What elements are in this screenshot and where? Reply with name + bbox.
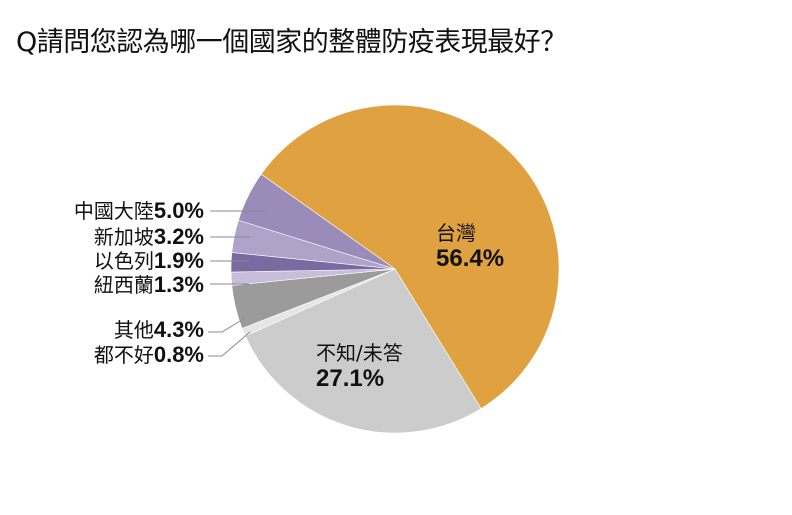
- leader-lines: [208, 210, 265, 357]
- pie-slice: [238, 173, 396, 270]
- chart-title: Q請問您認為哪一個國家的整體防疫表現最好？: [16, 27, 567, 58]
- pie-slices: [230, 104, 560, 434]
- label-singapore: 新加坡3.2%: [93, 224, 204, 250]
- label-none-good: 都不好0.8%: [93, 342, 204, 368]
- label-china: 中國大陸5.0%: [73, 198, 204, 224]
- label-other: 其他4.3%: [113, 317, 204, 343]
- label-israel: 以色列1.9%: [93, 248, 204, 274]
- label-unknown: 不知/未答 27.1%: [316, 341, 403, 392]
- label-new-zealand: 紐西蘭1.3%: [93, 272, 204, 298]
- label-taiwan: 台灣 56.4%: [436, 221, 505, 272]
- pie-slice: [244, 268, 482, 434]
- pie-slice: [260, 104, 560, 410]
